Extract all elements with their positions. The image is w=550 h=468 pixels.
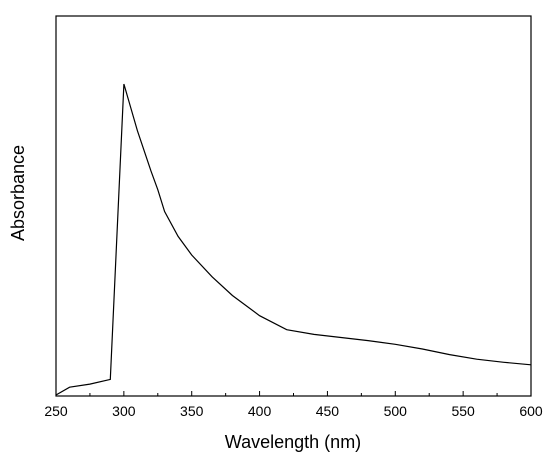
series-line — [55, 83, 532, 396]
x-axis-ticks — [55, 391, 532, 396]
y-axis-title: Absorbance — [8, 145, 28, 241]
x-tick-label-450: 450 — [316, 403, 340, 419]
plot-frame — [55, 15, 532, 397]
x-tick-label-550: 550 — [451, 403, 475, 419]
x-tick-label-600: 600 — [519, 403, 543, 419]
x-tick-label-500: 500 — [384, 403, 408, 419]
x-tick-label-400: 400 — [248, 403, 272, 419]
x-tick-label-300: 300 — [112, 403, 136, 419]
x-tick-label-350: 350 — [180, 403, 204, 419]
x-tick-label-250: 250 — [44, 403, 68, 419]
x-axis-title: Wavelength (nm) — [225, 432, 361, 452]
x-axis-tick-labels: 250 300 350 400 450 500 550 600 — [44, 403, 543, 419]
